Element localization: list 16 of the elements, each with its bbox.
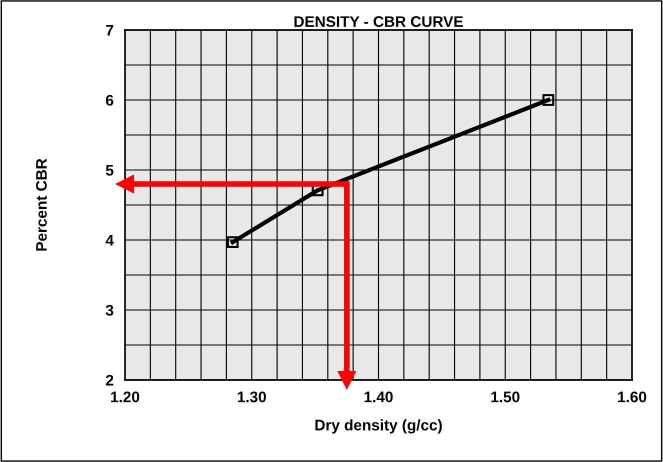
y-tick-label: 2 [106, 374, 114, 386]
y-tick-label: 7 [106, 25, 114, 36]
y-tick-label: 6 [106, 94, 114, 106]
y-tick-label: 3 [106, 304, 114, 316]
x-tick-label: 1.60 [618, 392, 646, 402]
x-tick-label: 1.50 [491, 392, 520, 402]
y-tick-label: 5 [106, 165, 114, 176]
x-tick-label: 1.20 [111, 392, 140, 402]
x-tick-label: 1.40 [364, 392, 393, 402]
x-axis-title: Dry density (g/cc) [315, 419, 442, 434]
point [542, 94, 554, 106]
chart-title: DENSITY - CBR CURVE [294, 16, 463, 27]
x-tick-label: 1.30 [238, 392, 266, 402]
y-tick-label: 4 [106, 235, 114, 246]
y-axis-title: Percent CBR [36, 158, 47, 251]
point [226, 236, 239, 248]
